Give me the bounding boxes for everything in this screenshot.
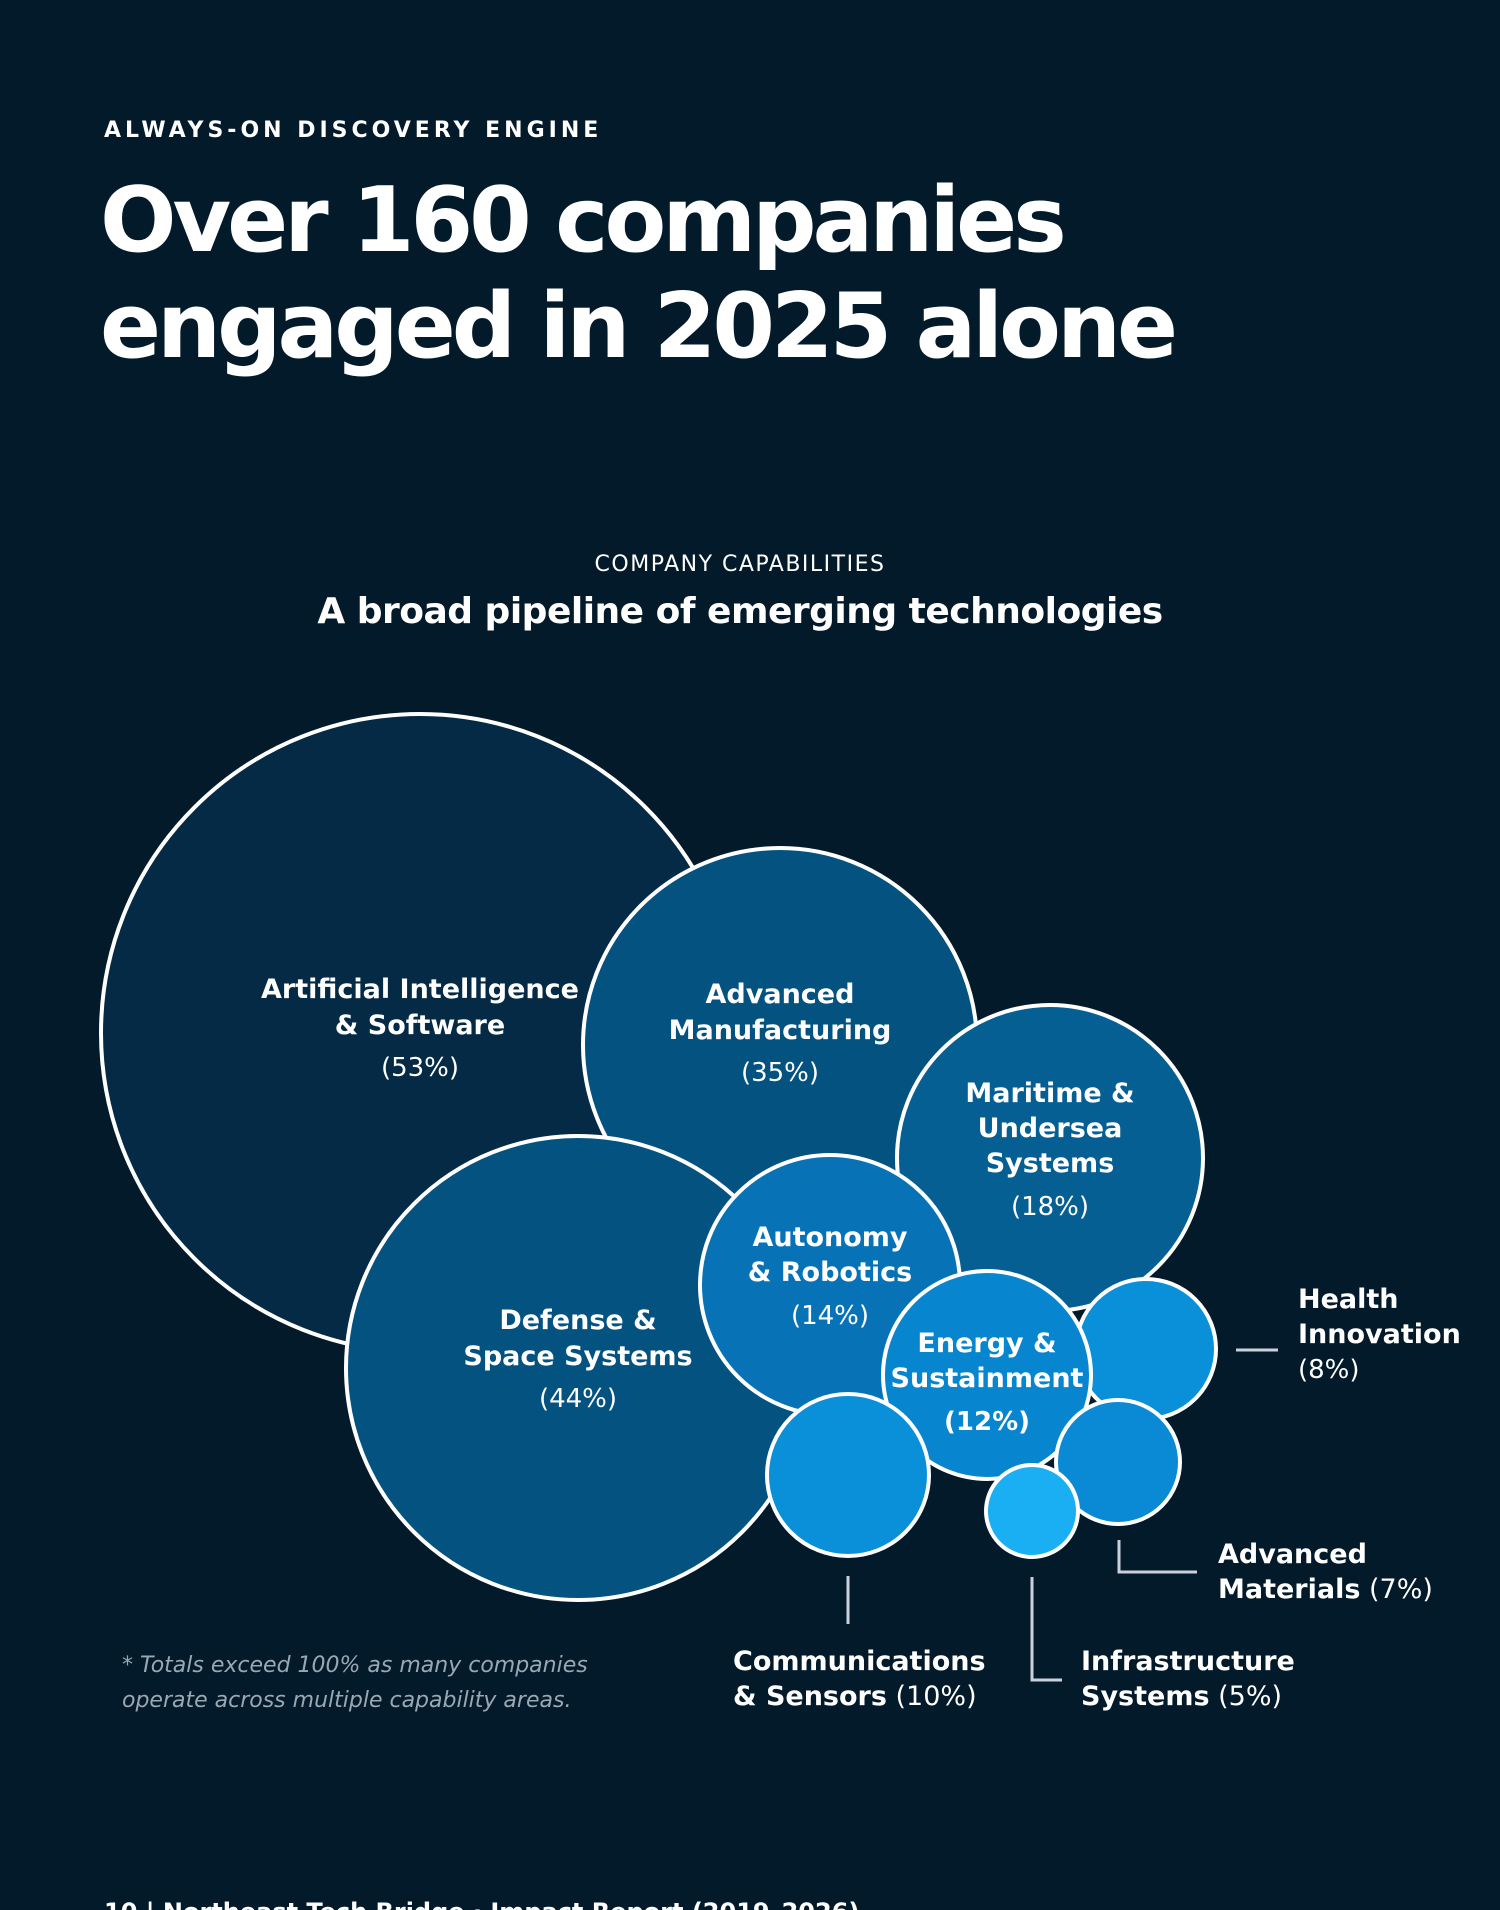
bubble-label-adv-manufacturing: Advanced	[706, 979, 855, 1010]
leader-infrastructure	[1030, 1577, 1062, 1682]
callout-value-materials: (7%)	[1360, 1574, 1432, 1605]
callout-label-materials: Materials (7%)	[1218, 1574, 1433, 1605]
chart-kicker: COMPANY CAPABILITIES	[594, 552, 886, 577]
bubble-value-ai: (53%)	[381, 1053, 459, 1083]
bubble-infrastructure	[984, 1463, 1080, 1559]
footnote-line-2: operate across multiple capability areas…	[122, 1688, 572, 1713]
chart-footnote: * Totals exceed 100% as many companies o…	[122, 1648, 642, 1718]
bubble-value-adv-manufacturing: (35%)	[741, 1058, 819, 1088]
bubble-comms	[765, 1392, 931, 1558]
page-headline: Over 160 companies engaged in 2025 alone	[100, 168, 1200, 380]
headline-line-1: Over 160 companies	[100, 168, 1067, 273]
bubble-label-adv-manufacturing: Manufacturing	[669, 1015, 892, 1046]
bubble-label-autonomy: Autonomy	[752, 1222, 907, 1253]
bubble-value-energy: (12%)	[944, 1407, 1030, 1437]
callout-value-comms: (10%)	[887, 1681, 977, 1712]
bubble-label-energy: Sustainment	[891, 1363, 1084, 1394]
callout-label-comms: Communications	[733, 1646, 986, 1677]
bubble-label-ai: & Software	[335, 1010, 505, 1041]
bubble-value-autonomy: (14%)	[791, 1301, 869, 1331]
bubble-label-autonomy: & Robotics	[748, 1257, 912, 1288]
headline-line-2: engaged in 2025 alone	[100, 274, 1178, 379]
bubble-value-maritime: (18%)	[1011, 1192, 1089, 1222]
callout-label-health: Innovation	[1298, 1319, 1461, 1350]
callout-label-infrastructure: Infrastructure	[1081, 1646, 1295, 1677]
leader-materials	[1117, 1540, 1197, 1574]
bubble-energy	[881, 1269, 1093, 1481]
page-folio: 10 | Northeast Tech Bridge · Impact Repo…	[104, 1898, 859, 1910]
callout-value-health: (8%)	[1298, 1355, 1360, 1385]
bubble-label-defense: Space Systems	[463, 1341, 692, 1372]
bubble-label-energy: Energy &	[917, 1328, 1056, 1359]
callout-value-infrastructure: (5%)	[1210, 1681, 1282, 1712]
footnote-line-1: * Totals exceed 100% as many companies	[122, 1653, 588, 1678]
bubble-materials	[1054, 1398, 1182, 1526]
bubble-value-defense: (44%)	[539, 1384, 617, 1414]
bubble-label-maritime: Systems	[986, 1148, 1115, 1179]
callout-label-comms: & Sensors (10%)	[733, 1681, 977, 1712]
chart-title: A broad pipeline of emerging technologie…	[317, 591, 1163, 632]
bubble-label-ai: Artificial Intelligence	[261, 974, 579, 1005]
bubble-label-defense: Defense &	[499, 1305, 656, 1336]
callout-label-materials: Advanced	[1218, 1539, 1367, 1570]
callout-label-health: Health	[1298, 1284, 1399, 1315]
callout-label-infrastructure: Systems (5%)	[1081, 1681, 1282, 1712]
bubble-label-maritime: Undersea	[978, 1113, 1123, 1144]
section-eyebrow: ALWAYS-ON DISCOVERY ENGINE	[104, 118, 603, 143]
bubble-health	[1074, 1277, 1218, 1421]
bubble-label-maritime: Maritime &	[965, 1078, 1134, 1109]
